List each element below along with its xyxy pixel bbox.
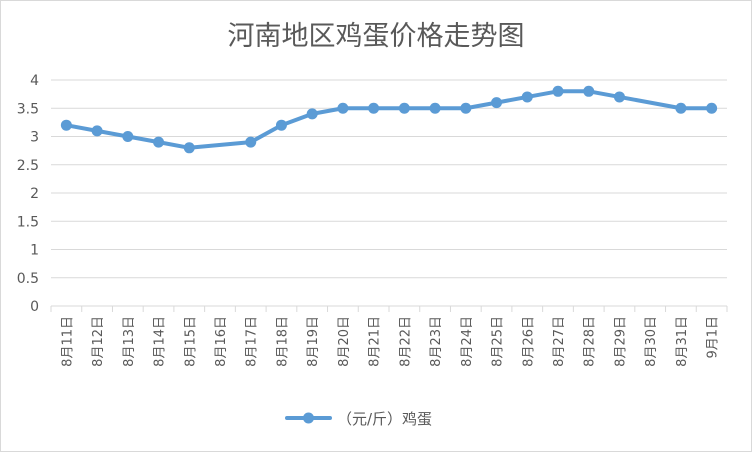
- x-tick-label: 9月1日: [706, 316, 721, 359]
- x-tick-label: 8月26日: [521, 316, 536, 367]
- x-tick-label: 8月28日: [583, 316, 598, 367]
- x-tick-label: 8月25日: [491, 316, 506, 367]
- x-tick-label: 8月12日: [91, 316, 106, 367]
- data-point: [398, 102, 410, 114]
- y-tick-label: 1: [30, 243, 39, 259]
- legend-label: （元/斤）鸡蛋: [337, 410, 432, 428]
- x-tick-label: 8月14日: [153, 316, 168, 367]
- x-tick-label: 8月17日: [245, 316, 260, 367]
- data-point: [706, 102, 718, 114]
- data-point: [122, 131, 134, 142]
- data-point: [491, 97, 503, 109]
- data-point: [675, 102, 687, 114]
- data-point: [583, 85, 595, 97]
- data-point: [183, 142, 195, 154]
- x-tick-label: 8月24日: [460, 316, 475, 367]
- x-tick-label: 8月18日: [275, 316, 290, 367]
- x-tick-label: 8月19日: [306, 316, 321, 367]
- x-tick-label: 8月31日: [675, 316, 690, 367]
- x-tick-label: 8月13日: [122, 316, 137, 367]
- legend-marker: [303, 412, 314, 424]
- x-tick-label: 8月21日: [368, 316, 383, 367]
- y-tick-label: 0: [30, 299, 39, 315]
- x-tick-label: 8月22日: [398, 316, 413, 367]
- chart-title: 河南地区鸡蛋价格走势图: [227, 21, 525, 52]
- data-point: [460, 102, 472, 114]
- x-tick-label: 8月16日: [214, 316, 229, 367]
- x-tick-label: 8月30日: [644, 316, 659, 367]
- x-tick-label: 8月29日: [613, 316, 628, 367]
- x-tick-label: 8月27日: [552, 316, 567, 367]
- data-point: [275, 119, 287, 131]
- data-point: [306, 108, 318, 120]
- y-tick-label: 3: [30, 130, 39, 146]
- y-tick-label: 2: [30, 186, 39, 202]
- data-point: [60, 119, 72, 131]
- data-point: [521, 91, 533, 103]
- data-point: [368, 102, 380, 114]
- data-point: [245, 136, 257, 148]
- data-point: [552, 85, 564, 97]
- y-tick-label: 2.5: [17, 158, 39, 174]
- data-point: [613, 91, 625, 103]
- data-point: [153, 136, 165, 148]
- y-tick-label: 4: [30, 73, 39, 89]
- x-tick-label: 8月23日: [429, 316, 444, 367]
- data-point: [337, 102, 349, 114]
- y-tick-label: 0.5: [17, 271, 39, 287]
- x-tick-label: 8月11日: [60, 316, 75, 367]
- y-tick-label: 3.5: [17, 101, 39, 117]
- x-tick-label: 8月20日: [337, 316, 352, 367]
- y-tick-label: 1.5: [17, 214, 39, 230]
- x-tick-label: 8月15日: [183, 316, 198, 367]
- data-point: [429, 102, 441, 114]
- data-point: [91, 125, 103, 137]
